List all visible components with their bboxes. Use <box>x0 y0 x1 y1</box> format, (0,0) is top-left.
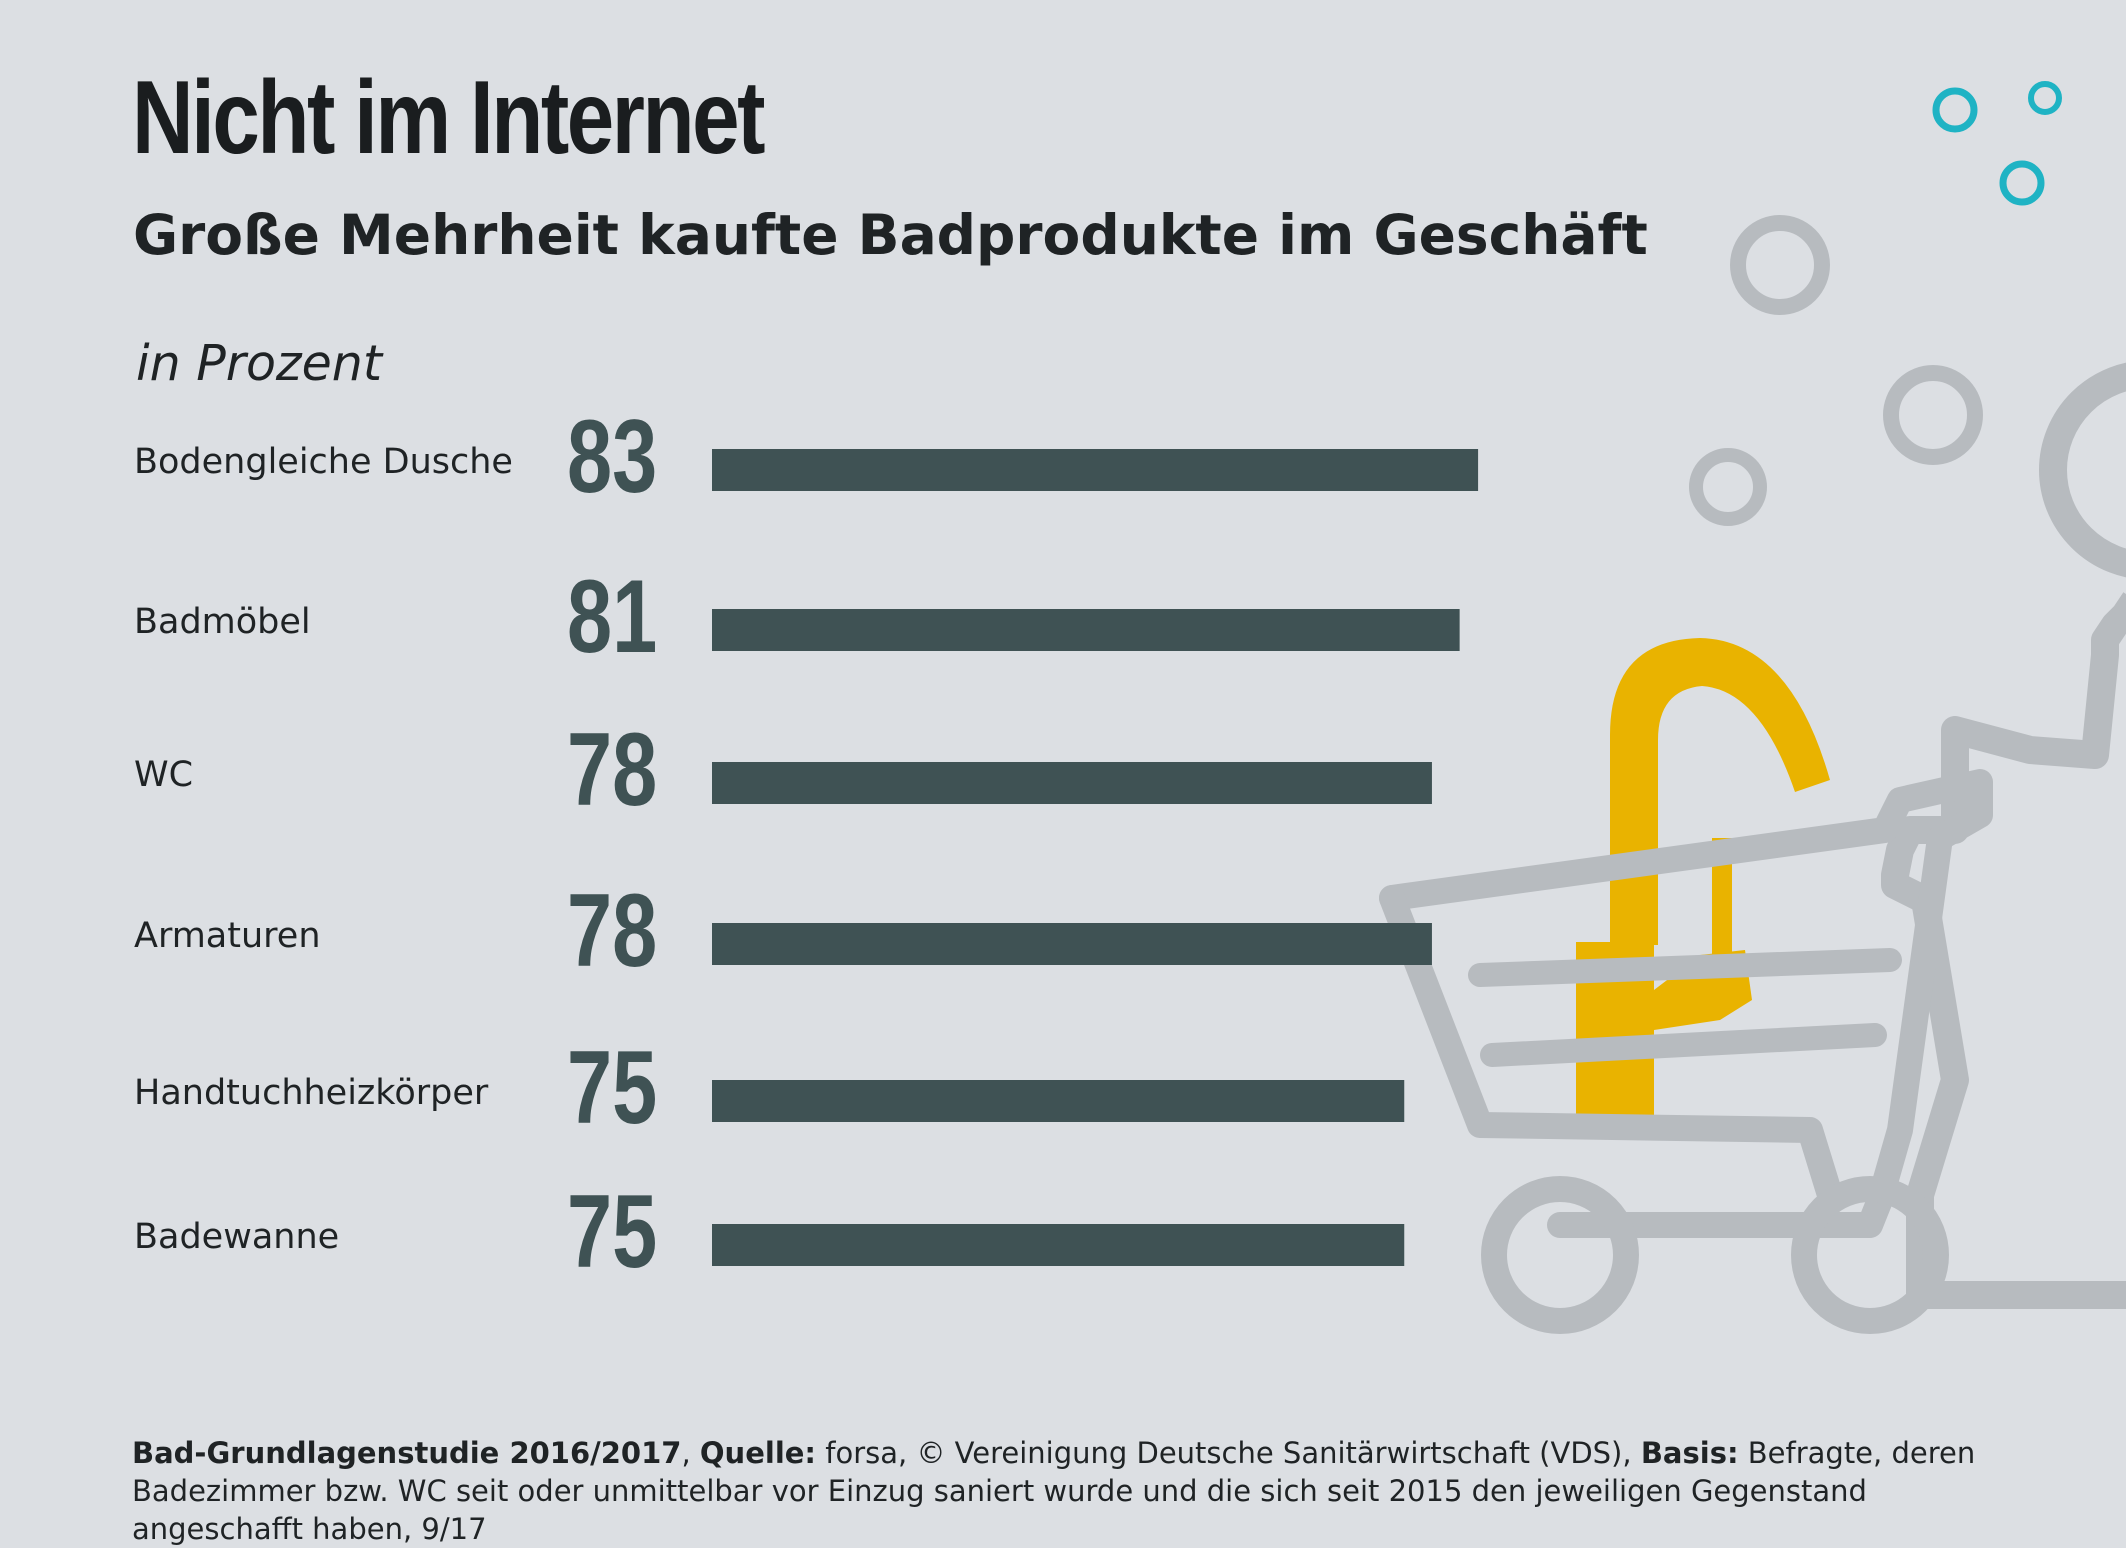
value-label: 75 <box>567 1173 657 1289</box>
bar <box>712 923 1432 965</box>
shopping-cart-icon <box>1379 769 1993 1334</box>
chart-title: Nicht im Internet <box>132 60 765 176</box>
bubble-icon <box>1689 81 2062 526</box>
category-label: Badmöbel <box>134 602 311 642</box>
value-label: 75 <box>567 1029 657 1145</box>
unit-label: in Prozent <box>136 335 383 392</box>
category-label: Bodengleiche Dusche <box>134 442 513 482</box>
category-label: Handtuchheizkörper <box>134 1073 489 1113</box>
bar <box>712 609 1460 651</box>
bar <box>712 449 1479 491</box>
bar <box>712 1224 1405 1266</box>
footer-sep: , <box>681 1436 700 1470</box>
basis-text: Befragte, deren Badezimmer bzw. WC seit … <box>132 1436 1976 1546</box>
value-label: 81 <box>567 558 657 674</box>
basis-label: Basis: <box>1640 1436 1739 1470</box>
category-label: Armaturen <box>134 916 321 956</box>
bar <box>712 762 1432 804</box>
category-label: Badewanne <box>134 1217 339 1257</box>
chart-subtitle: Große Mehrheit kaufte Badprodukte im Ges… <box>133 203 1648 267</box>
category-label: WC <box>134 755 193 795</box>
source-text: forsa, © Vereinigung Deutsche Sanitärwir… <box>816 1436 1641 1470</box>
value-label: 78 <box>567 872 657 988</box>
source-label: Quelle: <box>699 1436 817 1470</box>
value-label: 78 <box>567 711 657 827</box>
study-label: Bad-Grundlagenstudie 2016/2017 <box>132 1436 682 1470</box>
bar <box>712 1080 1405 1122</box>
value-label: 83 <box>567 398 657 514</box>
source-footnote: Bad-Grundlagenstudie 2016/2017, Quelle: … <box>132 1434 2032 1548</box>
